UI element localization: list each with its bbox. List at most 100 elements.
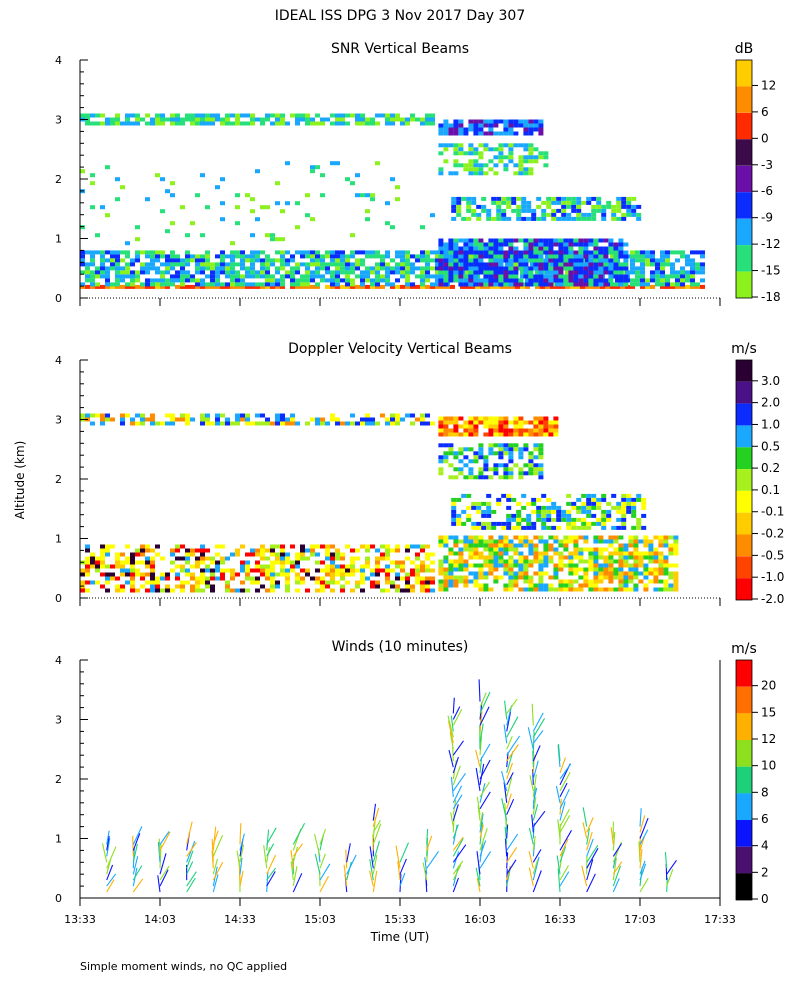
data-cell bbox=[561, 216, 567, 221]
data-cell bbox=[473, 119, 479, 124]
data-cell bbox=[443, 555, 449, 560]
data-cell bbox=[215, 417, 220, 422]
data-cell bbox=[95, 270, 100, 275]
data-cell bbox=[473, 151, 479, 156]
data-cell bbox=[468, 535, 474, 540]
data-cell bbox=[245, 564, 250, 569]
data-cell bbox=[85, 284, 90, 289]
data-cell bbox=[200, 173, 205, 178]
data-cell bbox=[453, 262, 459, 267]
data-cell bbox=[105, 117, 110, 122]
data-cell bbox=[270, 421, 275, 426]
data-cell bbox=[508, 131, 514, 136]
data-cell bbox=[100, 413, 105, 418]
data-cell bbox=[180, 564, 185, 569]
data-cell bbox=[375, 254, 380, 259]
wind-barb bbox=[506, 865, 511, 881]
data-cell bbox=[290, 564, 295, 569]
data-cell bbox=[448, 270, 454, 275]
wind-barb bbox=[212, 834, 224, 857]
data-cell bbox=[345, 282, 350, 287]
data-cell bbox=[491, 196, 497, 201]
data-cell bbox=[496, 497, 502, 502]
data-cell bbox=[513, 123, 519, 128]
data-cell bbox=[588, 579, 594, 584]
data-cell bbox=[636, 517, 642, 522]
data-cell bbox=[395, 262, 400, 267]
wind-barb bbox=[266, 867, 277, 881]
data-cell bbox=[466, 216, 472, 221]
data-cell bbox=[508, 127, 514, 132]
data-cell bbox=[458, 447, 464, 452]
colorbar-swatch bbox=[736, 271, 752, 298]
data-cell bbox=[330, 417, 335, 422]
data-cell bbox=[170, 250, 175, 255]
data-cell bbox=[618, 274, 624, 279]
data-cell bbox=[493, 155, 499, 160]
data-cell bbox=[568, 571, 574, 576]
data-cell bbox=[315, 417, 320, 422]
data-cell bbox=[573, 254, 579, 259]
data-cell bbox=[548, 258, 554, 263]
data-cell bbox=[576, 216, 582, 221]
data-cell bbox=[125, 117, 130, 122]
data-cell bbox=[483, 459, 489, 464]
data-cell bbox=[230, 278, 235, 283]
data-cell bbox=[295, 556, 300, 561]
data-cell bbox=[285, 560, 290, 565]
data-cell bbox=[420, 588, 425, 593]
wind-barb bbox=[292, 823, 306, 845]
data-cell bbox=[548, 424, 554, 429]
data-cell bbox=[545, 254, 550, 259]
data-cell bbox=[623, 266, 629, 271]
data-cell bbox=[605, 284, 610, 289]
data-cell bbox=[443, 266, 449, 271]
data-cell bbox=[700, 278, 705, 283]
data-cell bbox=[260, 282, 265, 287]
data-cell bbox=[578, 270, 584, 275]
data-cell bbox=[205, 258, 210, 263]
data-cell bbox=[478, 571, 484, 576]
data-cell bbox=[453, 543, 459, 548]
data-cell bbox=[150, 117, 155, 122]
data-cell bbox=[536, 509, 542, 514]
data-cell bbox=[541, 505, 547, 510]
data-cell bbox=[458, 559, 464, 564]
data-cell bbox=[588, 258, 594, 263]
data-cell bbox=[190, 121, 195, 126]
data-cell bbox=[310, 278, 315, 283]
data-cell bbox=[543, 432, 549, 437]
data-cell bbox=[415, 254, 420, 259]
data-cell bbox=[475, 284, 480, 289]
data-cell bbox=[541, 513, 547, 518]
data-cell bbox=[325, 556, 330, 561]
data-cell bbox=[110, 282, 115, 287]
data-cell bbox=[563, 262, 569, 267]
data-cell bbox=[650, 278, 655, 283]
data-cell bbox=[438, 571, 444, 576]
wind-barb bbox=[478, 679, 481, 702]
data-cell bbox=[468, 547, 474, 552]
data-cell bbox=[395, 421, 400, 426]
data-cell bbox=[623, 551, 629, 556]
data-cell bbox=[125, 250, 130, 255]
data-cell bbox=[563, 579, 569, 584]
data-cell bbox=[275, 421, 280, 426]
data-cell bbox=[543, 155, 549, 160]
data-cell bbox=[488, 539, 494, 544]
data-cell bbox=[395, 270, 400, 275]
data-cell bbox=[633, 543, 639, 548]
data-cell bbox=[305, 113, 310, 118]
data-cell bbox=[613, 282, 619, 287]
wind-barb bbox=[319, 863, 331, 881]
data-cell bbox=[456, 521, 462, 526]
data-cell bbox=[165, 576, 170, 581]
data-cell bbox=[503, 443, 509, 448]
data-cell bbox=[335, 564, 340, 569]
data-cell bbox=[155, 588, 160, 593]
data-cell bbox=[443, 567, 449, 572]
data-cell bbox=[180, 544, 185, 549]
data-cell bbox=[643, 555, 649, 560]
wind-barb bbox=[532, 870, 542, 893]
data-cell bbox=[655, 278, 660, 283]
